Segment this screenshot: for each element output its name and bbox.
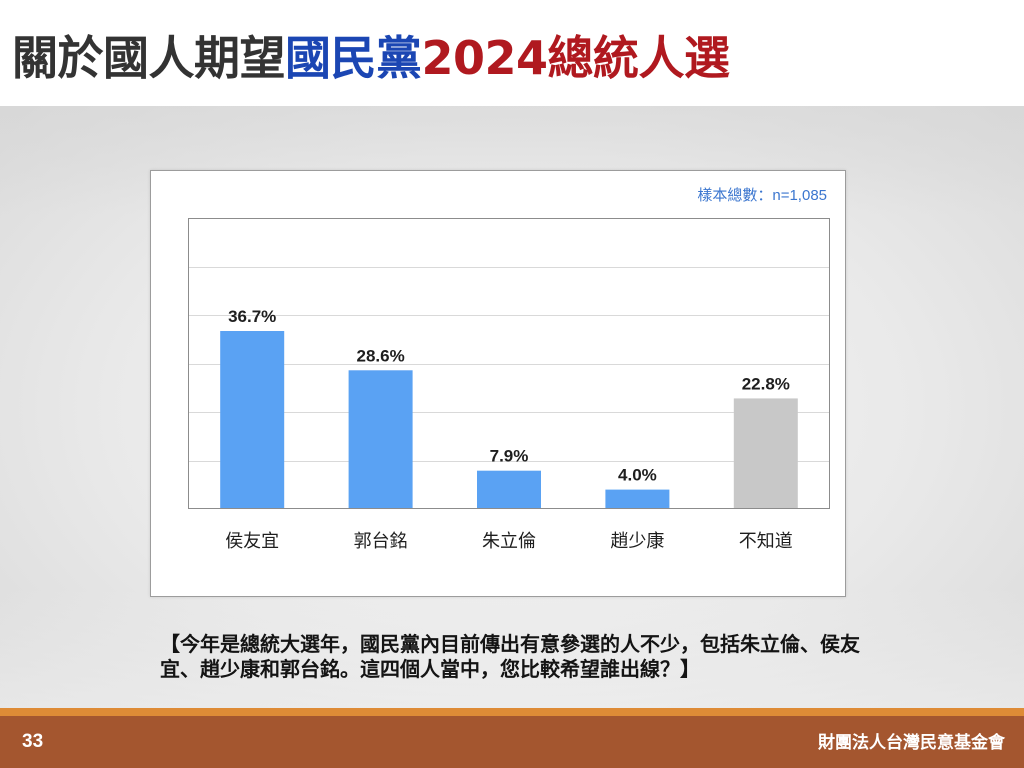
bar: [605, 489, 670, 509]
category-label: 侯友宜: [225, 531, 279, 551]
plot-frame: [188, 218, 830, 509]
organization-name: 財團法人台灣民意基金會: [818, 733, 1005, 752]
value-label: 4.0%: [618, 466, 657, 485]
footer-band: [0, 716, 1024, 768]
page-number: 33: [22, 731, 44, 752]
category-label: 不知道: [739, 531, 793, 551]
category-label: 趙少康: [610, 531, 664, 551]
bar: [348, 370, 413, 509]
value-label: 36.7%: [228, 307, 276, 326]
chart-container: 36.7% 侯友宜 28.6% 郭台銘 7.9% 朱立倫 4.0% 趙少康 22.8% 不知道 樣…: [150, 170, 846, 597]
sample-size-note: 樣本總數：n=1,085: [697, 187, 827, 204]
survey-question-line: 【今年是總統大選年，國民黨內目前傳出有意參選的人不少，包括朱立倫、侯友: [160, 634, 860, 656]
title-part-election: 2024總統人選: [421, 31, 731, 85]
value-label: 22.8%: [742, 374, 790, 393]
survey-question-line: 宜、趙少康和郭台銘。這四個人當中，您比較希望誰出線？】: [160, 659, 700, 681]
footer-accent-strip: [0, 708, 1024, 716]
survey-question: 【今年是總統大選年，國民黨內目前傳出有意參選的人不少，包括朱立倫、侯友 宜、趙少…: [160, 633, 860, 683]
value-label: 28.6%: [356, 346, 404, 365]
bar: [220, 331, 285, 509]
category-label: 郭台銘: [354, 531, 408, 551]
bar: [477, 470, 541, 509]
bar: [733, 398, 798, 509]
title-part-intro: 關於國人期望: [12, 31, 286, 85]
title-part-party: 國民黨: [285, 31, 422, 85]
title-band: [0, 0, 1024, 106]
category-label: 朱立倫: [482, 531, 536, 551]
plot-area: [188, 218, 830, 509]
bar-chart: 36.7% 侯友宜 28.6% 郭台銘 7.9% 朱立倫 4.0% 趙少康 22.8% 不知道: [188, 218, 830, 551]
value-label: 7.9%: [490, 447, 529, 466]
slide-title: 關於國人期望 國民黨 2024總統人選: [12, 32, 730, 84]
